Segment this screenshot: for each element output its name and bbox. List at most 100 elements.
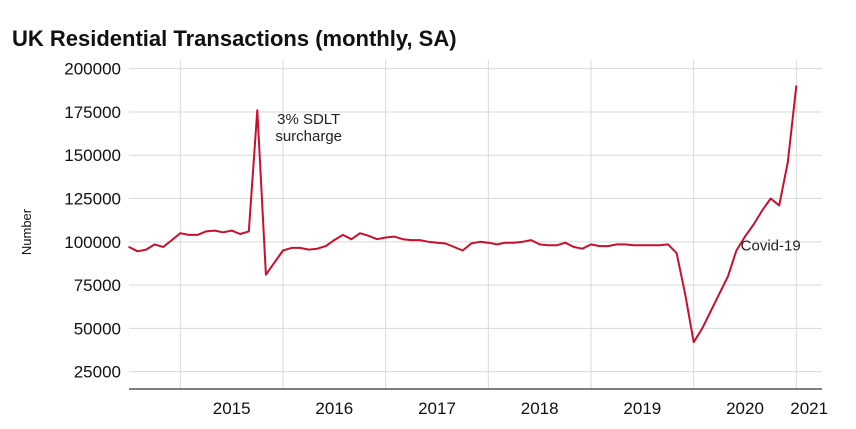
- data-point: [710, 310, 712, 312]
- data-point: [153, 243, 156, 246]
- data-point: [547, 244, 549, 247]
- data-point: [470, 242, 473, 245]
- x-tick-label: 2016: [315, 399, 353, 418]
- data-point: [496, 243, 498, 246]
- data-point: [650, 244, 652, 247]
- data-point: [769, 197, 772, 200]
- x-tick-label: 2020: [726, 399, 764, 418]
- data-point: [325, 245, 327, 247]
- y-axis-label: Number: [19, 208, 34, 255]
- data-point: [590, 243, 592, 246]
- y-tick-label: 150000: [64, 146, 121, 165]
- y-tick-label: 50000: [74, 319, 121, 338]
- data-point: [290, 247, 293, 249]
- data-point: [188, 234, 190, 236]
- data-point: [136, 250, 139, 253]
- data-point: [196, 234, 199, 236]
- data-point: [461, 249, 464, 252]
- data-point: [573, 246, 575, 248]
- data-point: [675, 252, 678, 254]
- data-point: [624, 243, 626, 246]
- x-tick-label: 2021: [790, 399, 828, 418]
- data-point: [487, 241, 490, 244]
- x-tick-label: 2017: [418, 399, 456, 418]
- data-point: [316, 247, 319, 250]
- data-point: [727, 275, 729, 278]
- data-point: [402, 238, 404, 240]
- data-point: [273, 261, 276, 264]
- data-point: [641, 244, 644, 247]
- data-point: [735, 249, 738, 252]
- y-tick-label: 125000: [64, 190, 121, 209]
- data-point: [299, 247, 301, 249]
- data-point: [171, 239, 173, 241]
- data-point: [761, 209, 763, 212]
- data-point: [564, 241, 567, 244]
- data-point: [633, 244, 635, 247]
- data-point: [427, 241, 430, 243]
- data-point: [556, 244, 558, 247]
- annotation-text: 3% SDLT: [277, 111, 340, 128]
- data-point: [359, 232, 361, 234]
- data-point: [376, 238, 378, 240]
- y-tick-label: 25000: [74, 363, 121, 382]
- data-point: [307, 248, 310, 251]
- data-point: [479, 241, 481, 243]
- data-point: [350, 238, 353, 240]
- data-point: [419, 239, 421, 241]
- x-tick-label: 2018: [521, 399, 559, 418]
- data-point: [581, 247, 584, 250]
- data-point: [453, 246, 455, 248]
- data-point: [128, 246, 130, 248]
- data-point: [598, 245, 601, 247]
- data-point: [752, 223, 755, 226]
- data-point: [248, 230, 250, 233]
- data-point: [265, 273, 267, 276]
- data-point: [342, 234, 344, 236]
- chart-title: UK Residential Transactions (monthly, SA…: [12, 26, 457, 51]
- x-tick-label: 2015: [213, 399, 251, 418]
- data-point: [222, 231, 224, 234]
- data-point: [787, 161, 789, 163]
- data-point: [778, 204, 780, 207]
- data-point: [367, 235, 370, 237]
- y-tick-label: 100000: [64, 233, 121, 252]
- data-point: [658, 244, 661, 247]
- data-point: [230, 229, 233, 232]
- data-point: [744, 235, 746, 238]
- data-point: [795, 85, 798, 87]
- data-point: [333, 239, 336, 241]
- data-point: [504, 241, 507, 244]
- data-point: [667, 243, 669, 246]
- data-point: [256, 109, 259, 111]
- x-tick-label: 2019: [623, 399, 661, 418]
- data-point: [384, 236, 387, 239]
- data-point: [684, 293, 686, 295]
- data-point: [179, 232, 182, 234]
- data-point: [213, 229, 216, 232]
- data-point: [692, 341, 695, 344]
- data-point: [393, 235, 396, 238]
- series-layer: [128, 85, 798, 344]
- y-tick-label: 75000: [74, 276, 121, 295]
- data-point: [701, 327, 703, 330]
- data-point: [436, 241, 438, 244]
- y-tick-label: 200000: [64, 60, 121, 79]
- data-point: [239, 233, 241, 235]
- grid-layer: [129, 60, 822, 389]
- annotation-text: Covid-19: [741, 237, 801, 254]
- data-point: [615, 243, 618, 246]
- data-point: [410, 239, 413, 241]
- data-point: [530, 239, 532, 241]
- data-point: [145, 248, 147, 251]
- data-point: [607, 245, 609, 247]
- plot-background: [129, 60, 822, 389]
- data-point: [162, 246, 164, 248]
- annotation-text: surcharge: [275, 128, 342, 145]
- data-point: [521, 241, 524, 243]
- axis-layer: 200000 175000 150000 125000 100000 75000 50000…: [64, 60, 828, 418]
- data-point: [282, 249, 284, 252]
